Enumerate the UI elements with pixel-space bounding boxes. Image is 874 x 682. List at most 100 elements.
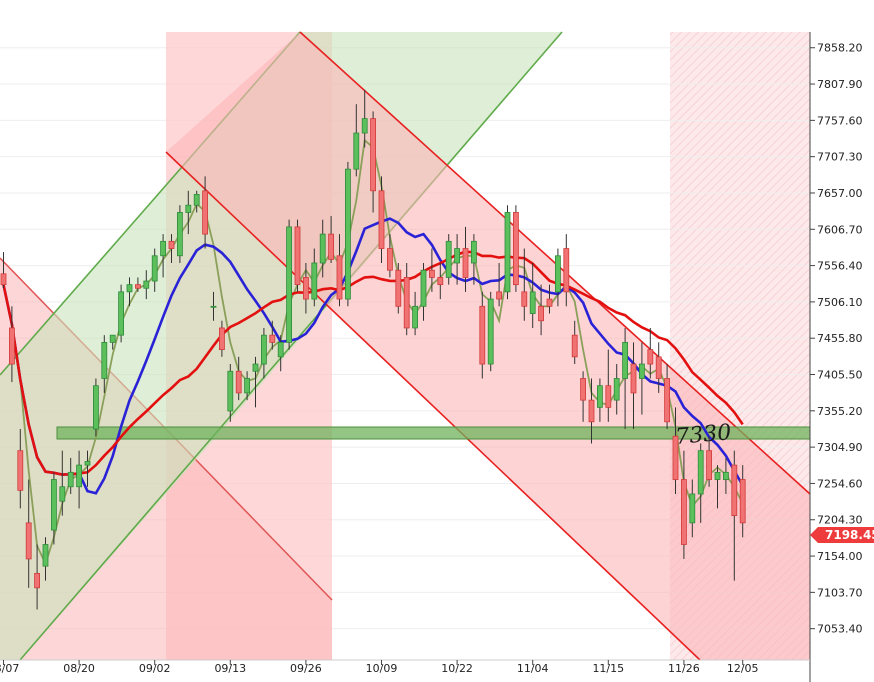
candle — [84, 450, 91, 487]
candle-body — [202, 190, 209, 235]
candle-body — [437, 277, 444, 286]
candle-body — [8, 327, 15, 365]
y-tick-label: 7254.60 — [817, 477, 863, 490]
candle-body — [706, 450, 712, 480]
ma-mid-line — [2, 217, 744, 495]
candle — [672, 407, 679, 494]
candle-body — [504, 212, 511, 293]
candle — [706, 436, 712, 487]
candle-body — [0, 273, 7, 286]
candle-body — [470, 240, 477, 264]
y-tick-label: 7606.70 — [817, 223, 863, 236]
candle — [244, 371, 251, 401]
candle-body — [84, 461, 91, 466]
candle — [622, 327, 628, 430]
candle-body — [395, 269, 402, 307]
candle-body — [538, 305, 544, 322]
x-tick-label: 09/02 — [139, 662, 171, 675]
candle — [555, 248, 561, 307]
x-tick-label: 08/07 — [0, 662, 19, 675]
candle — [479, 291, 486, 379]
candle — [613, 364, 620, 415]
candle-body — [17, 450, 24, 491]
candle — [697, 443, 704, 523]
candle-body — [613, 378, 620, 401]
candle — [428, 248, 435, 292]
candle — [109, 334, 116, 350]
candle-body — [76, 464, 82, 488]
candle — [260, 327, 267, 379]
candle-body — [151, 255, 158, 282]
candle-body — [731, 464, 738, 517]
candle-body — [496, 291, 503, 300]
candle-body — [109, 334, 116, 343]
candle-body — [353, 132, 360, 170]
candle — [67, 457, 74, 494]
candle-body — [622, 341, 628, 379]
y-axis-ticks: 7858.20 7807.90 7757.60 7707.30 7657.00 7606.… — [810, 42, 863, 636]
candle — [496, 262, 503, 307]
candle-body — [428, 269, 435, 278]
candle-body — [25, 522, 32, 560]
x-tick-label: 11/04 — [517, 662, 549, 675]
candle-body — [529, 291, 536, 314]
candle-body — [563, 248, 570, 293]
candle-body — [571, 334, 578, 358]
candle — [176, 205, 183, 263]
candle — [470, 234, 477, 285]
candle-body — [655, 356, 662, 379]
candle-body — [244, 378, 251, 394]
candle-body — [210, 305, 217, 308]
candle — [605, 349, 612, 422]
candle-body — [302, 277, 309, 300]
candle — [588, 378, 595, 444]
candle-body — [639, 363, 645, 379]
candle — [655, 342, 662, 393]
candle-body — [386, 248, 393, 271]
candle — [681, 450, 687, 559]
candle — [361, 89, 368, 148]
candle — [59, 450, 66, 516]
candle — [571, 320, 578, 365]
candle — [76, 450, 82, 509]
candle-body — [185, 204, 192, 213]
candle-body — [126, 284, 133, 293]
candle-body — [93, 385, 99, 430]
candle-body — [454, 248, 461, 264]
candle-body — [647, 349, 654, 365]
candle-body — [319, 233, 326, 264]
candle — [731, 450, 738, 581]
candle — [8, 306, 15, 383]
x-tick-label: 08/20 — [63, 662, 95, 675]
candle-body — [118, 291, 124, 336]
candle-body — [630, 363, 637, 394]
candle-body — [672, 435, 679, 480]
candle — [714, 465, 721, 509]
candle-body — [143, 280, 150, 289]
y-tick-label: 7707.30 — [817, 151, 863, 164]
y-tick-label: 7506.10 — [817, 296, 863, 309]
candle-body — [227, 370, 234, 412]
candle — [344, 161, 351, 307]
y-tick-label: 7657.00 — [817, 187, 863, 200]
candle-body — [235, 370, 242, 394]
candle-body — [370, 118, 377, 192]
candle-body — [445, 240, 452, 278]
candle — [647, 327, 654, 379]
candle — [193, 190, 200, 213]
candle — [202, 176, 209, 249]
candle — [227, 364, 234, 422]
y-tick-label: 7556.40 — [817, 260, 863, 273]
candle — [630, 342, 637, 430]
candle — [277, 335, 284, 372]
candle-body — [344, 168, 351, 300]
candle-body — [42, 544, 49, 567]
x-tick-label: 10/09 — [366, 662, 398, 675]
y-tick-label: 7807.90 — [817, 78, 863, 91]
candle-body — [580, 378, 586, 401]
x-tick-label: 11/15 — [592, 662, 624, 675]
candle — [151, 248, 158, 292]
candle — [235, 356, 242, 401]
candle-body — [664, 378, 670, 423]
candle-body — [168, 240, 175, 249]
